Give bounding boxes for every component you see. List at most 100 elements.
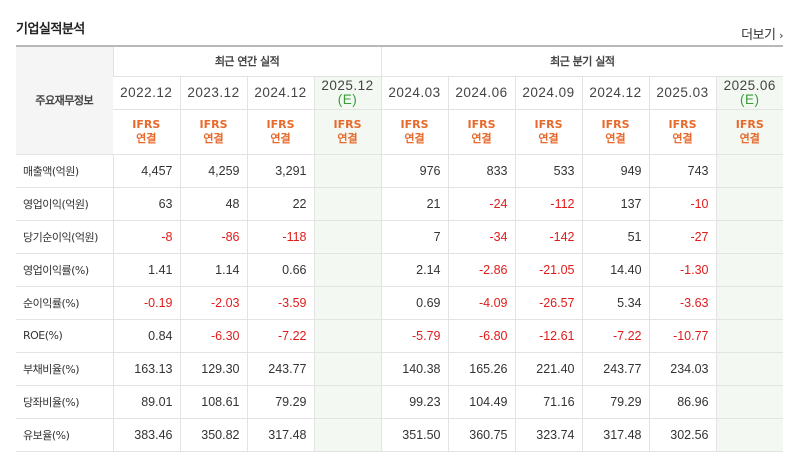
estimate-marker: (E) bbox=[740, 91, 760, 107]
table-cell: 86.96 bbox=[648, 385, 717, 419]
table-cell: -3.63 bbox=[648, 286, 717, 320]
table-cell: -7.22 bbox=[581, 319, 650, 353]
period-date: 2025.06 bbox=[723, 77, 776, 93]
table-cell: 104.49 bbox=[447, 385, 516, 419]
financial-summary-table: 주요재무정보 최근 연간 실적 최근 분기 실적 2022.12 2023.12 2… bbox=[16, 45, 784, 452]
table-cell: 140.38 bbox=[380, 351, 449, 386]
table-cell bbox=[715, 286, 784, 320]
table-cell: 5.34 bbox=[581, 286, 650, 320]
table-cell: 3,291 bbox=[246, 154, 314, 188]
period-date: 2023.12 bbox=[187, 84, 240, 100]
table-cell: -12.61 bbox=[514, 319, 583, 353]
table-cell bbox=[715, 154, 784, 188]
period-date: 2025.03 bbox=[656, 84, 709, 100]
basis-standard: IFRS bbox=[199, 117, 228, 131]
table-cell: 1.14 bbox=[179, 252, 247, 287]
accounting-basis: IFRS 연결 bbox=[113, 109, 180, 155]
basis-scope: 연결 bbox=[404, 131, 425, 145]
basis-standard: IFRS bbox=[601, 117, 630, 131]
table-cell: 129.30 bbox=[179, 351, 247, 386]
period-date: 2024.06 bbox=[455, 84, 508, 100]
table-cell: 165.26 bbox=[447, 351, 516, 386]
table-cell: -112 bbox=[514, 187, 583, 221]
row-label: 영업이익(억원) bbox=[16, 187, 113, 221]
table-cell bbox=[715, 252, 784, 287]
table-cell: 351.50 bbox=[380, 418, 449, 452]
accounting-basis: IFRS 연결 bbox=[514, 109, 583, 155]
estimate-marker: (E) bbox=[337, 91, 358, 107]
basis-standard: IFRS bbox=[333, 117, 362, 131]
basis-header-row: IFRS 연결 IFRS 연결 IFRS 연결 IFRS 연결 IFRS 연결 IFRS 연결 IFRS… bbox=[16, 109, 784, 155]
table-cell: -2.03 bbox=[179, 286, 247, 320]
table-cell bbox=[715, 220, 784, 254]
table-cell bbox=[715, 187, 784, 221]
table-cell: 533 bbox=[514, 154, 583, 188]
table-cell: -8 bbox=[112, 220, 180, 254]
table-cell: -6.30 bbox=[179, 319, 247, 353]
table-row: 순이익률(%) -0.19 -2.03 -3.59 0.69 -4.09 -26.57 5.3… bbox=[16, 286, 784, 320]
basis-scope: 연결 bbox=[605, 131, 626, 145]
table-cell: -118 bbox=[246, 220, 314, 254]
accounting-basis: IFRS 연결 bbox=[380, 109, 449, 155]
basis-scope: 연결 bbox=[136, 131, 157, 145]
table-cell bbox=[313, 154, 382, 188]
period-date: 2025.12 bbox=[321, 77, 374, 93]
period-header: 2024.09 bbox=[514, 76, 583, 110]
section-title: 기업실적분석 bbox=[16, 22, 85, 37]
basis-standard: IFRS bbox=[735, 117, 764, 131]
table-cell bbox=[313, 385, 382, 419]
row-label: 부채비율(%) bbox=[16, 351, 113, 386]
table-cell: 0.69 bbox=[380, 286, 449, 320]
basis-scope: 연결 bbox=[471, 131, 492, 145]
table-cell: 323.74 bbox=[514, 418, 583, 452]
table-cell: 163.13 bbox=[112, 351, 180, 386]
row-label: 영업이익률(%) bbox=[16, 252, 113, 287]
table-cell: 99.23 bbox=[380, 385, 449, 419]
accounting-basis: IFRS 연결 bbox=[648, 109, 717, 155]
more-link[interactable]: 더보기 › bbox=[741, 24, 783, 43]
period-date: 2024.09 bbox=[522, 84, 575, 100]
table-cell: 234.03 bbox=[648, 351, 717, 386]
basis-scope: 연결 bbox=[739, 131, 760, 145]
period-header-row: 2022.12 2023.12 2024.12 2025.12 (E) 2024.03 20… bbox=[16, 76, 784, 110]
table-cell: 0.66 bbox=[246, 252, 314, 287]
table-row: 영업이익(억원) 63 48 22 21 -24 -112 137 -10 bbox=[16, 187, 784, 221]
accounting-basis: IFRS 연결 bbox=[313, 109, 382, 155]
table-cell bbox=[313, 286, 382, 320]
table-body: 매출액(억원) 4,457 4,259 3,291 976 833 533 949 743 영업이… bbox=[16, 154, 784, 452]
basis-scope: 연결 bbox=[538, 131, 559, 145]
table-row: 당좌비율(%) 89.01 108.61 79.29 99.23 104.49 71.16 7… bbox=[16, 385, 784, 419]
table-cell bbox=[313, 220, 382, 254]
table-row: ROE(%) 0.84 -6.30 -7.22 -5.79 -6.80 -12.61 -7.2… bbox=[16, 319, 784, 353]
period-date: 2024.12 bbox=[589, 84, 642, 100]
accounting-basis: IFRS 연결 bbox=[581, 109, 650, 155]
period-header: 2024.12 bbox=[246, 76, 314, 110]
table-cell: 383.46 bbox=[112, 418, 180, 452]
table-cell: -2.86 bbox=[447, 252, 516, 287]
table-cell: -21.05 bbox=[514, 252, 583, 287]
row-label: ROE(%) bbox=[16, 319, 113, 353]
table-cell bbox=[313, 351, 382, 386]
period-date: 2024.03 bbox=[388, 84, 441, 100]
basis-standard: IFRS bbox=[467, 117, 496, 131]
basis-scope: 연결 bbox=[203, 131, 224, 145]
table-cell: 317.48 bbox=[246, 418, 314, 452]
table-cell bbox=[715, 351, 784, 386]
table-cell: 89.01 bbox=[112, 385, 180, 419]
period-header: 2025.12 (E) bbox=[313, 76, 382, 110]
table-cell: -6.80 bbox=[447, 319, 516, 353]
accounting-basis: IFRS 연결 bbox=[447, 109, 516, 155]
table-cell: 302.56 bbox=[648, 418, 717, 452]
row-label: 매출액(억원) bbox=[16, 154, 113, 188]
table-cell bbox=[715, 319, 784, 353]
table-cell: 976 bbox=[380, 154, 449, 188]
table-cell: 137 bbox=[581, 187, 650, 221]
row-label: 유보율(%) bbox=[16, 418, 113, 452]
accounting-basis: IFRS 연결 bbox=[246, 109, 314, 155]
table-cell: -4.09 bbox=[447, 286, 516, 320]
basis-standard: IFRS bbox=[400, 117, 429, 131]
table-cell: -24 bbox=[447, 187, 516, 221]
table-cell: -10 bbox=[648, 187, 717, 221]
accounting-basis: IFRS 연결 bbox=[179, 109, 247, 155]
row-label: 당기순이익(억원) bbox=[16, 220, 113, 254]
